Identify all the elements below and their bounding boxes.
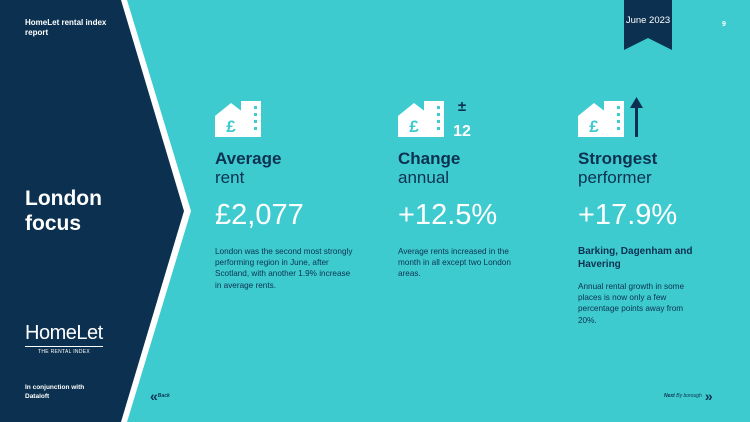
svg-text:£: £	[409, 117, 419, 136]
months-badge: 12	[453, 123, 471, 140]
metric-subtitle: rent	[215, 168, 245, 187]
house-pound-icon: £	[215, 96, 375, 142]
next-button[interactable]: Next By borough »	[664, 388, 713, 404]
next-label: Next By borough	[664, 393, 702, 399]
metric-description: London was the second most strongly perf…	[215, 247, 353, 290]
date-badge-shape	[624, 0, 672, 50]
page-number: 9	[722, 21, 726, 28]
date-label: June 2023	[625, 15, 671, 26]
conjunction-note: In conjunction with Dataloft	[25, 384, 85, 400]
svg-text:£: £	[589, 117, 599, 136]
metric-subtitle: annual	[398, 168, 450, 187]
page-title: London focus	[25, 187, 102, 235]
sidebar-chevron-shape	[0, 0, 191, 422]
back-button[interactable]: « Back	[150, 388, 170, 404]
sidebar-panel: HomeLet rental index report London focus…	[0, 0, 195, 422]
metric-value: £2,077	[215, 199, 304, 231]
logo-wordmark: HomeLet	[25, 322, 103, 344]
metric-description: Average rents increased in the month in …	[398, 247, 511, 279]
metric-value: +12.5%	[398, 199, 498, 231]
metric-title: Change	[398, 149, 461, 168]
report-title: HomeLet rental index report	[25, 18, 107, 37]
metric-description: Annual rental growth in some places is n…	[578, 282, 685, 325]
house-pound-change-icon: £ ± 12	[398, 96, 558, 142]
back-arrow-icon: «	[150, 388, 158, 404]
next-label-main: Next	[664, 393, 675, 399]
house-pound-up-arrow-icon: £	[578, 96, 738, 142]
metric-strongest-performer: £ Strongest performer +17.9% Barking, Da…	[578, 96, 738, 326]
homelet-logo: HomeLet THE RENTAL INDEX	[25, 322, 103, 355]
next-label-sub: By borough	[676, 393, 702, 399]
metric-title: Average	[215, 149, 282, 168]
metric-title: Strongest	[578, 149, 658, 168]
area-name: Barking, Dagenham and Havering	[578, 246, 693, 270]
logo-subtitle: THE RENTAL INDEX	[25, 346, 103, 355]
next-arrow-icon: »	[704, 388, 713, 404]
metric-average-rent: £ Average rent £2,077 London was the sec…	[215, 96, 375, 291]
metric-subtitle: performer	[578, 168, 652, 187]
metric-annual-change: £ ± 12 Change annual +12.5% Average rent…	[398, 96, 558, 280]
back-label: Back	[157, 393, 170, 399]
svg-text:£: £	[226, 117, 236, 136]
date-badge: June 2023	[624, 0, 672, 50]
plus-minus-icon: ±	[458, 98, 466, 115]
metric-value: +17.9%	[578, 199, 678, 231]
